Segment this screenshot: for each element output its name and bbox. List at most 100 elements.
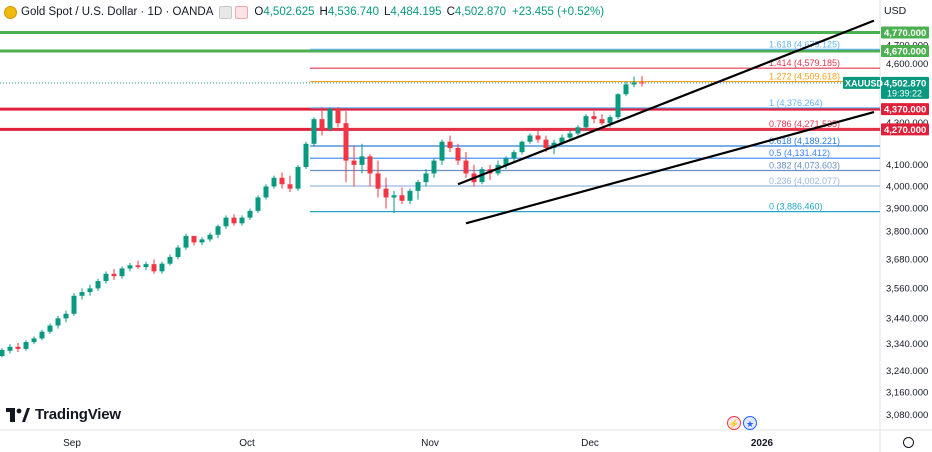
price-tag-label: 4,670.000 — [884, 47, 926, 58]
lightning-icon[interactable]: ⚡ — [727, 416, 741, 430]
close-label: C — [446, 6, 455, 18]
high-value: 4,536.740 — [327, 6, 379, 18]
market-status-icon[interactable] — [219, 5, 233, 19]
candle-body — [191, 235, 197, 243]
fib-label: 1.618 (4,679.125) — [769, 39, 840, 49]
candle-body — [111, 273, 117, 277]
candle-body — [535, 135, 541, 140]
y-tick-label: 3,560.000 — [886, 283, 928, 294]
candle-body — [455, 147, 461, 161]
y-tick-label: 3,800.000 — [886, 226, 928, 237]
y-tick-label: 4,600.000 — [886, 59, 928, 70]
candle-body — [63, 313, 69, 319]
candle-body — [255, 197, 261, 211]
fib-label: 0.236 (4,002.077) — [769, 176, 840, 186]
candle-body — [295, 166, 301, 189]
us-flag-icon[interactable]: ★ — [743, 416, 757, 430]
y-tick-label: 3,160.000 — [886, 388, 928, 399]
candle-body — [127, 265, 133, 269]
candle-body — [135, 265, 141, 268]
y-tick-label: 3,080.000 — [886, 410, 928, 421]
candle-body — [39, 331, 45, 339]
candle-body — [399, 195, 405, 201]
candle-body — [631, 82, 637, 85]
candle-body — [559, 137, 565, 143]
candle-body — [591, 116, 597, 120]
price-tag-label: 4,370.000 — [884, 105, 926, 116]
candle-body — [223, 217, 229, 227]
x-tick-label: Sep — [63, 438, 81, 449]
fib-label: 0 (3,886.460) — [769, 202, 823, 212]
candle-body — [15, 346, 21, 349]
candle-body — [431, 160, 437, 174]
candle-body — [511, 152, 517, 159]
fib-label: 0.618 (4,189.221) — [769, 136, 840, 146]
price-tag — [881, 26, 929, 39]
y-tick-label: 4,100.000 — [886, 160, 928, 171]
x-tick-label: Nov — [421, 438, 439, 449]
tradingview-logo-icon — [6, 407, 30, 422]
countdown-label: 19:39:22 — [887, 88, 922, 98]
current-price-label: 4,502.870 — [884, 78, 926, 89]
event-icons: ⚡ ★ — [727, 416, 757, 430]
gear-icon[interactable] — [903, 437, 914, 448]
candle-body — [351, 160, 357, 165]
candle-body — [79, 292, 85, 296]
candle-body — [239, 217, 245, 224]
symbol-badge — [843, 76, 880, 89]
candle-body — [343, 123, 349, 161]
trendline — [457, 19, 875, 186]
candle-body — [311, 119, 317, 144]
candle-body — [327, 109, 333, 130]
price-tag — [881, 103, 929, 116]
candle-body — [159, 263, 165, 272]
tradingview-logo[interactable]: TradingView — [6, 406, 121, 423]
candle-body — [95, 281, 101, 289]
candle-body — [567, 133, 573, 138]
high-label: H — [319, 6, 328, 18]
fib-label: 1.272 (4,509.618) — [769, 72, 840, 82]
candle-body — [119, 268, 125, 277]
candle-body — [423, 173, 429, 183]
close-value: 4,502.870 — [454, 6, 507, 18]
candle-body — [71, 295, 77, 314]
candle-body — [231, 217, 237, 224]
candle-body — [199, 239, 205, 243]
fib-label: 1.414 (4,579.185) — [769, 58, 840, 68]
fib-label: 0.382 (4,073.603) — [769, 161, 840, 171]
candle-body — [607, 117, 613, 124]
y-tick-label: 4,000.000 — [886, 181, 928, 192]
candle-body — [183, 235, 189, 248]
currency-selector[interactable]: USD — [884, 5, 907, 17]
candle-body — [207, 234, 213, 240]
candle-body — [519, 141, 525, 153]
y-tick-label: 3,440.000 — [886, 313, 928, 324]
candle-body — [367, 156, 373, 174]
candle-body — [151, 264, 157, 272]
candle-body — [391, 195, 397, 198]
candle-body — [383, 188, 389, 198]
symbol-title[interactable]: Gold Spot / U.S. Dollar · 1D · OANDA — [21, 6, 214, 18]
candle-body — [447, 141, 453, 148]
flag-icon[interactable] — [235, 5, 249, 19]
fib-label: 0.786 (4,271.535) — [769, 119, 840, 129]
low-label: L — [383, 6, 391, 18]
candle-body — [7, 346, 13, 351]
candle-body — [463, 160, 469, 174]
fib-label: 1 (4,376.264) — [769, 98, 823, 108]
candle-body — [639, 82, 645, 84]
candle-body — [87, 288, 93, 293]
change-value: +23.455 (+0.52%) — [512, 6, 605, 18]
y-tick-label: 3,240.000 — [886, 366, 928, 377]
candle-body — [23, 342, 29, 349]
y-tick-label: 3,680.000 — [886, 254, 928, 265]
candle-body — [47, 325, 53, 332]
candle-body — [143, 264, 149, 268]
symbol-header: Gold Spot / U.S. Dollar · 1D · OANDA O 4,… — [4, 2, 604, 22]
candle-body — [543, 139, 549, 148]
candle-body — [175, 247, 181, 258]
candle-body — [335, 109, 341, 124]
candle-body — [615, 94, 621, 118]
candle-body — [359, 156, 365, 165]
